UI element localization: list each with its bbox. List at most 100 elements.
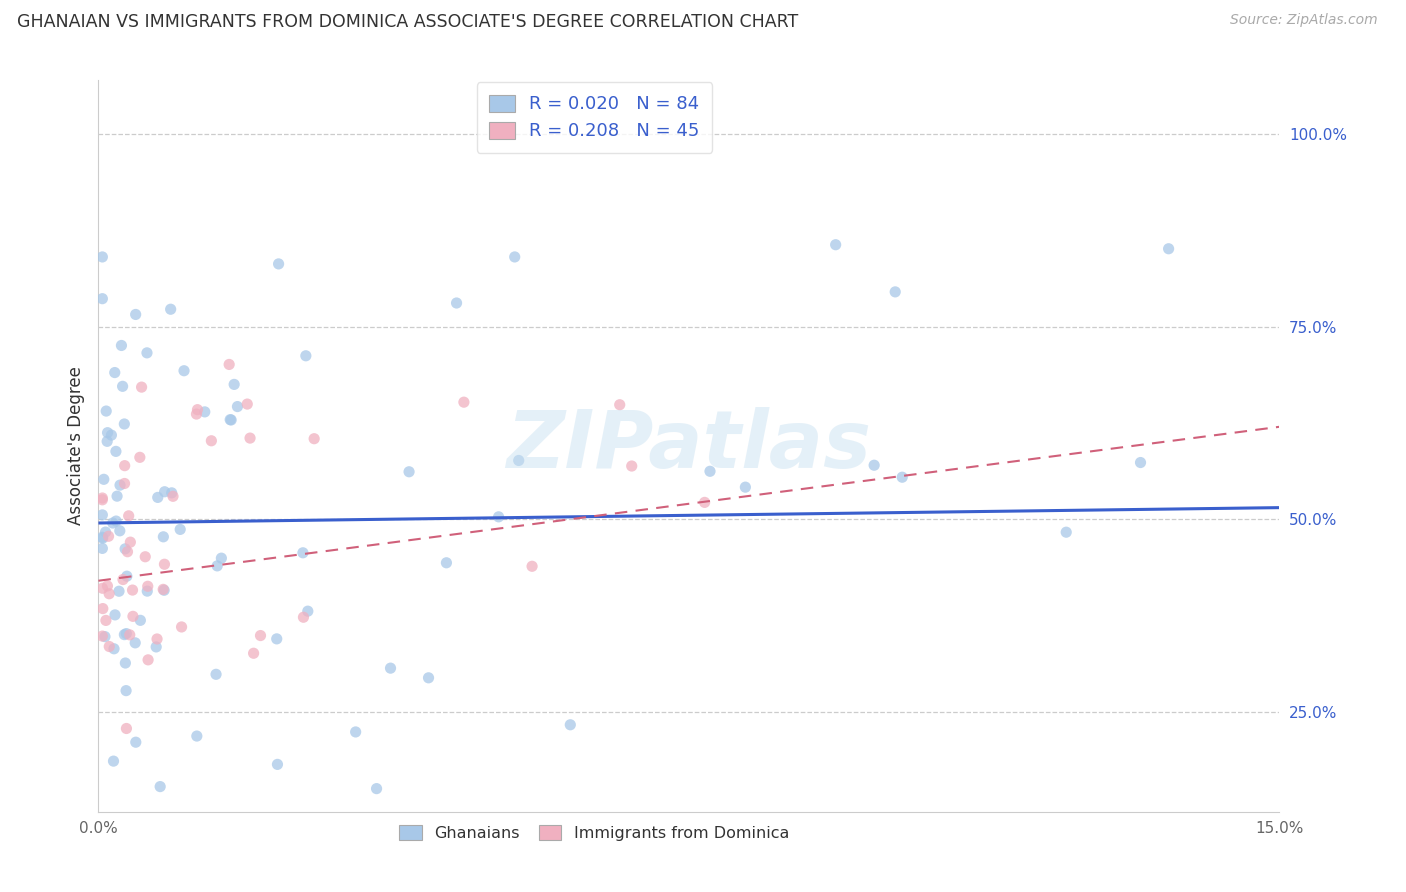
Point <box>242 646 264 660</box>
Point <box>118 508 141 523</box>
Point <box>131 380 153 394</box>
Point <box>136 579 159 593</box>
Point <box>103 754 125 768</box>
Point <box>115 683 138 698</box>
Point <box>91 629 114 643</box>
Text: Source: ZipAtlas.com: Source: ZipAtlas.com <box>1230 13 1378 28</box>
Point <box>104 366 127 380</box>
Point <box>200 434 222 448</box>
Point <box>609 398 631 412</box>
Point <box>170 620 193 634</box>
Point <box>120 535 142 549</box>
Point <box>94 525 117 540</box>
Point <box>114 458 136 473</box>
Point <box>115 626 138 640</box>
Text: GHANAIAN VS IMMIGRANTS FROM DOMINICA ASSOCIATE'S DEGREE CORRELATION CHART: GHANAIAN VS IMMIGRANTS FROM DOMINICA ASS… <box>17 13 799 31</box>
Point <box>292 610 315 624</box>
Point <box>173 364 195 378</box>
Point <box>97 529 120 543</box>
Point <box>186 729 208 743</box>
Point <box>153 583 176 598</box>
Point <box>91 531 114 545</box>
Point <box>236 397 259 411</box>
Point <box>1054 525 1077 540</box>
Point <box>103 641 125 656</box>
Point <box>209 551 232 566</box>
Point <box>160 486 183 500</box>
Point <box>111 573 134 587</box>
Point <box>153 558 176 572</box>
Point <box>115 569 138 583</box>
Point <box>122 609 145 624</box>
Point <box>488 509 510 524</box>
Point <box>112 417 135 431</box>
Point <box>453 395 475 409</box>
Point <box>249 629 271 643</box>
Point <box>266 757 288 772</box>
Point <box>291 546 314 560</box>
Point <box>104 607 127 622</box>
Point <box>91 292 114 306</box>
Point <box>104 444 127 458</box>
Point <box>96 579 118 593</box>
Point <box>146 491 169 505</box>
Point <box>108 524 131 538</box>
Point <box>91 491 114 505</box>
Point <box>114 476 136 491</box>
Point <box>824 237 846 252</box>
Point <box>136 653 159 667</box>
Point <box>108 478 131 492</box>
Point <box>226 400 249 414</box>
Point <box>94 630 117 644</box>
Point <box>436 556 458 570</box>
Point <box>219 412 242 426</box>
Point <box>96 434 118 449</box>
Point <box>152 582 174 597</box>
Point <box>520 559 543 574</box>
Point <box>111 379 134 393</box>
Point <box>149 780 172 794</box>
Point <box>186 402 208 417</box>
Point <box>124 308 146 322</box>
Point <box>91 541 114 556</box>
Point <box>128 450 150 465</box>
Point <box>96 404 118 418</box>
Point <box>93 472 115 486</box>
Point <box>91 492 114 507</box>
Point <box>699 464 721 478</box>
Point <box>620 458 643 473</box>
Point <box>186 407 208 421</box>
Point <box>115 722 138 736</box>
Text: ZIPatlas: ZIPatlas <box>506 407 872 485</box>
Y-axis label: Associate's Degree: Associate's Degree <box>66 367 84 525</box>
Point <box>418 671 440 685</box>
Point <box>121 583 143 598</box>
Point <box>560 718 582 732</box>
Point <box>101 516 124 530</box>
Point <box>266 632 288 646</box>
Point <box>91 508 114 522</box>
Legend: Ghanaians, Immigrants from Dominica: Ghanaians, Immigrants from Dominica <box>392 819 796 847</box>
Point <box>734 480 756 494</box>
Point <box>145 640 167 654</box>
Point <box>125 735 148 749</box>
Point <box>110 338 132 352</box>
Point <box>863 458 886 473</box>
Point <box>446 296 468 310</box>
Point <box>693 495 716 509</box>
Point <box>159 302 181 317</box>
Point <box>153 484 176 499</box>
Point <box>105 514 128 528</box>
Point <box>194 405 217 419</box>
Point <box>224 377 246 392</box>
Point <box>366 781 388 796</box>
Point <box>134 549 156 564</box>
Point <box>205 558 228 573</box>
Point <box>344 725 367 739</box>
Point <box>98 640 121 654</box>
Point <box>146 632 169 646</box>
Point <box>91 250 114 264</box>
Point <box>295 349 318 363</box>
Point <box>218 358 240 372</box>
Point <box>129 613 152 627</box>
